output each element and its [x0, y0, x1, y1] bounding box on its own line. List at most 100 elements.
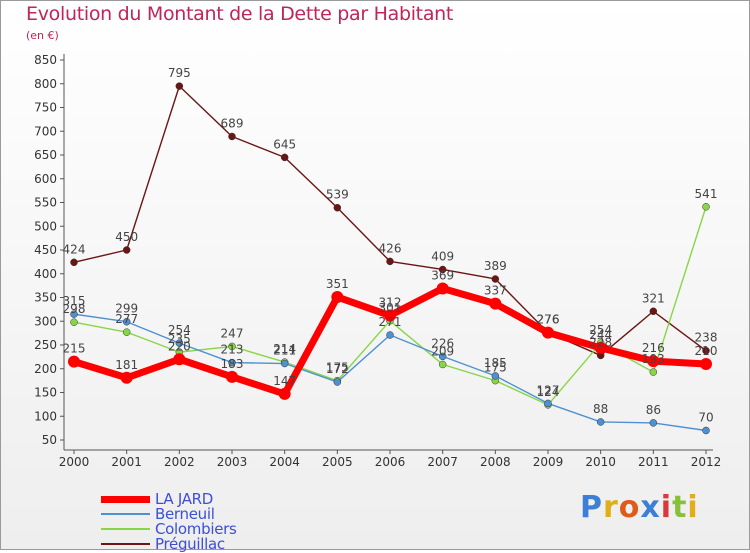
data-point [333, 378, 342, 386]
data-point [70, 318, 78, 326]
data-label: 215 [63, 342, 86, 356]
y-tick-label: 700 [34, 124, 57, 138]
y-tick-label: 250 [34, 338, 57, 352]
data-label: 312 [379, 296, 402, 310]
data-point [173, 353, 186, 366]
x-tick-label: 2001 [111, 455, 142, 469]
y-tick-label: 100 [34, 409, 57, 423]
y-tick-label: 300 [34, 314, 57, 328]
data-point [649, 368, 658, 376]
data-label: 298 [63, 302, 86, 316]
x-tick-label: 2007 [427, 455, 458, 469]
data-label: 216 [642, 341, 665, 355]
data-point [647, 355, 660, 368]
data-label: 254 [168, 323, 191, 337]
data-point [596, 418, 605, 426]
data-label: 86 [646, 403, 661, 417]
data-label: 299 [115, 302, 138, 316]
data-point [491, 275, 500, 283]
legend-swatch [101, 513, 150, 515]
x-tick-label: 2002 [164, 455, 195, 469]
y-tick-label: 550 [34, 196, 57, 210]
data-label: 220 [168, 339, 191, 353]
chart-title: Evolution du Montant de la Dette par Hab… [26, 3, 454, 25]
data-point [702, 346, 710, 355]
data-label: 450 [115, 230, 138, 244]
legend-swatch [101, 495, 150, 503]
y-tick-label: 450 [34, 243, 57, 257]
data-point [175, 339, 184, 347]
data-label: 70 [698, 411, 713, 425]
data-label: 235 [168, 332, 191, 346]
x-tick-label: 2005 [322, 455, 353, 469]
data-label: 181 [115, 358, 138, 372]
data-label: 301 [379, 301, 402, 315]
data-label: 337 [484, 284, 507, 298]
x-tick-label: 2006 [375, 455, 406, 469]
data-label: 127 [537, 383, 560, 397]
data-label: 244 [589, 328, 612, 342]
data-point [70, 310, 78, 318]
data-point [228, 132, 236, 141]
data-label: 185 [484, 356, 507, 370]
data-label: 254 [589, 323, 612, 337]
data-label: 409 [431, 249, 454, 263]
data-point [649, 419, 658, 427]
data-point [438, 352, 447, 361]
data-label: 795 [168, 66, 191, 80]
x-tick-label: 2008 [480, 455, 511, 469]
data-point [175, 82, 184, 90]
data-point [700, 358, 712, 370]
legend-label: Préguillac [155, 535, 225, 553]
data-label: 271 [379, 315, 402, 329]
data-label: 369 [431, 268, 454, 282]
data-point [228, 342, 236, 351]
data-label: 226 [431, 336, 454, 350]
data-label: 183 [221, 357, 244, 371]
data-label: 211 [273, 344, 296, 358]
data-point [280, 153, 289, 162]
data-point [120, 371, 133, 384]
data-label: 172 [326, 362, 349, 376]
data-point [489, 297, 502, 310]
data-point [68, 355, 80, 368]
x-tick-label: 2010 [585, 455, 616, 469]
x-tick-label: 2000 [59, 455, 90, 469]
y-tick-label: 400 [34, 267, 57, 281]
y-tick-label: 150 [34, 386, 57, 400]
data-label: 426 [379, 241, 402, 255]
proxiti-logo: Proxiti [580, 490, 699, 525]
data-point [649, 307, 658, 316]
data-label: 238 [695, 331, 718, 345]
data-label: 424 [63, 242, 86, 256]
data-label: 247 [221, 326, 244, 340]
data-point [542, 326, 554, 339]
data-label: 389 [484, 259, 507, 273]
data-point [702, 203, 710, 211]
data-label: 88 [593, 402, 608, 416]
data-label: 214 [273, 342, 296, 356]
data-label: 210 [695, 344, 718, 358]
legend-label: Colombiers [155, 520, 237, 538]
data-point [333, 203, 342, 212]
data-point [594, 341, 607, 354]
legend-label: Berneuil [155, 505, 215, 523]
legend-label: LA JARD [155, 490, 214, 508]
y-tick-label: 200 [34, 362, 57, 376]
data-point [122, 328, 131, 336]
legend-swatch [101, 528, 150, 530]
data-point [280, 359, 289, 368]
x-tick-label: 2011 [638, 455, 669, 469]
data-label: 315 [63, 294, 86, 308]
data-label: 209 [431, 344, 454, 358]
data-point [436, 282, 449, 295]
data-label: 645 [273, 137, 296, 151]
data-point [226, 370, 238, 383]
y-tick-label: 800 [34, 77, 57, 91]
y-tick-label: 350 [34, 291, 57, 305]
x-tick-label: 2003 [217, 455, 248, 469]
y-tick-label: 500 [34, 219, 57, 233]
data-point [228, 358, 236, 367]
data-label: 539 [326, 188, 349, 202]
